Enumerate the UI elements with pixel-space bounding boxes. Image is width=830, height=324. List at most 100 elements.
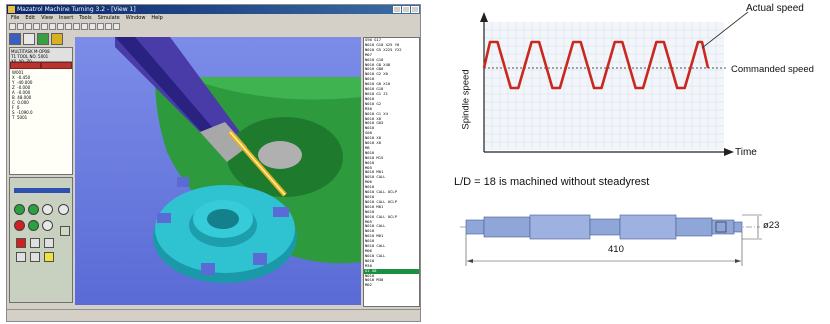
nc-code-line[interactable]: N010 CALL: [365, 243, 386, 249]
feed-override-bar[interactable]: [14, 188, 70, 193]
nc-code-line[interactable]: M06: [365, 179, 372, 185]
override-knob-icon[interactable]: [60, 226, 70, 236]
nc-code-line[interactable]: N010 G2 X0: [365, 71, 388, 77]
nc-code-line[interactable]: N010: [365, 272, 375, 278]
spindle-on-button[interactable]: [28, 220, 39, 231]
nc-program-list[interactable]: G90 G17 N010 G10 X25 Y0 N010 G5 X225 Y22 M0…: [363, 37, 420, 307]
nc-code-line[interactable]: N010 M30: [365, 277, 384, 283]
jog-z-button[interactable]: [44, 238, 54, 248]
view-model-icon[interactable]: [9, 33, 21, 45]
reset-button[interactable]: [58, 204, 69, 215]
nc-code-line[interactable]: N010 M15: [365, 154, 384, 160]
view-machine-icon[interactable]: [37, 33, 49, 45]
simulation-3d-viewport[interactable]: [75, 37, 361, 305]
nc-code-line[interactable]: N010: [365, 194, 375, 199]
zoom-in-button[interactable]: [49, 23, 56, 30]
cycle-start-button[interactable]: [14, 204, 25, 215]
jog-plus-button[interactable]: [30, 252, 40, 262]
nc-code-line[interactable]: N010 X0: [365, 140, 382, 146]
nc-code-line[interactable]: N010: [365, 228, 375, 234]
menu-view[interactable]: View: [41, 15, 53, 21]
nc-code-line[interactable]: M8: [365, 144, 370, 150]
nc-code-line[interactable]: M30: [365, 105, 372, 111]
play-button[interactable]: [9, 23, 16, 30]
menu-window[interactable]: Window: [125, 15, 146, 21]
settings-button[interactable]: [105, 23, 112, 30]
nc-code-line[interactable]: N010: [365, 257, 375, 263]
nc-code-line[interactable]: N010 G10 X25 Y0: [365, 41, 400, 47]
nc-code-line[interactable]: N010 CALL: [365, 223, 386, 229]
tool-change-button[interactable]: [44, 252, 54, 262]
nc-code-line[interactable]: N010 G2: [365, 100, 382, 106]
minimize-button[interactable]: [393, 6, 401, 13]
rewind-button[interactable]: [41, 23, 48, 30]
zoom-out-button[interactable]: [57, 23, 64, 30]
nc-code-line[interactable]: M02: [365, 282, 372, 288]
nc-code-line[interactable]: N010 G0 X10: [365, 81, 391, 87]
nc-code-line[interactable]: N010 M01: [365, 169, 384, 175]
stop-button[interactable]: [33, 23, 40, 30]
pause-button[interactable]: [25, 23, 32, 30]
nc-code-line[interactable]: N010: [365, 184, 375, 190]
actual-speed-leader: [701, 11, 749, 49]
nc-code-line[interactable]: N010 CALL: [365, 174, 386, 180]
workpiece-slot: [201, 263, 215, 275]
jog-x-button[interactable]: [30, 238, 40, 248]
rotate-button[interactable]: [65, 23, 72, 30]
nc-code-line[interactable]: M05: [365, 164, 372, 170]
menu-tools[interactable]: Tools: [79, 15, 92, 21]
nc-code-line[interactable]: N010: [365, 76, 375, 82]
menu-file[interactable]: File: [11, 15, 20, 21]
nc-code-line[interactable]: N010 CALL OCLP: [365, 189, 398, 195]
menu-help[interactable]: Help: [151, 15, 163, 21]
nc-code-line[interactable]: G00: [365, 130, 372, 136]
pan-button[interactable]: [73, 23, 80, 30]
fit-view-button[interactable]: [81, 23, 88, 30]
nc-code-line[interactable]: N010 G10: [365, 56, 384, 62]
nc-code-line[interactable]: N010 M01: [365, 203, 384, 209]
nc-code-line[interactable]: N010 G1 Z1: [365, 90, 388, 96]
step-button[interactable]: [17, 23, 24, 30]
single-block-button[interactable]: [28, 204, 39, 215]
nc-code-line[interactable]: G90 G17: [365, 37, 382, 42]
emergency-stop-button[interactable]: [14, 220, 25, 231]
view-tool-icon[interactable]: [51, 33, 63, 45]
view-table-icon[interactable]: [23, 33, 35, 45]
nc-code-line[interactable]: N010 G18: [365, 86, 384, 92]
nc-code-line[interactable]: M05: [365, 218, 372, 224]
jog-minus-button[interactable]: [16, 252, 26, 262]
nc-code-line[interactable]: N010: [365, 208, 375, 214]
legend-actual-speed: Actual speed: [746, 3, 804, 14]
menu-simulate[interactable]: Simulate: [97, 15, 120, 21]
nc-code-line[interactable]: N010 X0: [365, 135, 382, 141]
maximize-button[interactable]: [402, 6, 410, 13]
nc-code-line[interactable]: M07: [365, 51, 372, 57]
nc-code-line[interactable]: N010: [365, 125, 375, 131]
nc-code-line[interactable]: N010 G80: [365, 66, 384, 72]
nc-code-line[interactable]: N010 CALL OCLP: [365, 198, 398, 204]
nc-code-line[interactable]: N010 G1 X4: [365, 110, 388, 116]
nc-code-line[interactable]: N010 G8 X48: [365, 61, 391, 67]
nc-code-line[interactable]: N010 X0: [365, 115, 382, 121]
section-button[interactable]: [89, 23, 96, 30]
nc-code-line[interactable]: N010 G03: [365, 120, 384, 126]
feed-hold-button[interactable]: [42, 204, 53, 215]
menu-edit[interactable]: Edit: [25, 15, 36, 21]
nc-code-line[interactable]: N010 CALL: [365, 252, 386, 258]
nc-code-line[interactable]: N010 CALL OCLP: [365, 213, 398, 219]
menu-insert[interactable]: Insert: [58, 15, 74, 21]
nc-code-line[interactable]: G1 X0: [364, 268, 419, 274]
close-button[interactable]: [411, 6, 419, 13]
nc-code-line[interactable]: N010: [365, 95, 375, 101]
nc-code-line[interactable]: N010 M01: [365, 233, 384, 239]
nc-code-line[interactable]: N010: [365, 159, 375, 165]
coolant-button[interactable]: [16, 238, 26, 248]
nc-code-line[interactable]: N010 G5 X225 Y22: [365, 46, 402, 52]
spindle-off-button[interactable]: [42, 220, 53, 231]
nc-code-line[interactable]: M06: [365, 247, 372, 253]
nc-code-line[interactable]: N010: [365, 238, 375, 244]
nc-code-line[interactable]: N010: [365, 149, 375, 155]
nc-code-line[interactable]: M30: [365, 262, 372, 268]
measure-button[interactable]: [97, 23, 104, 30]
help-button[interactable]: [113, 23, 120, 30]
